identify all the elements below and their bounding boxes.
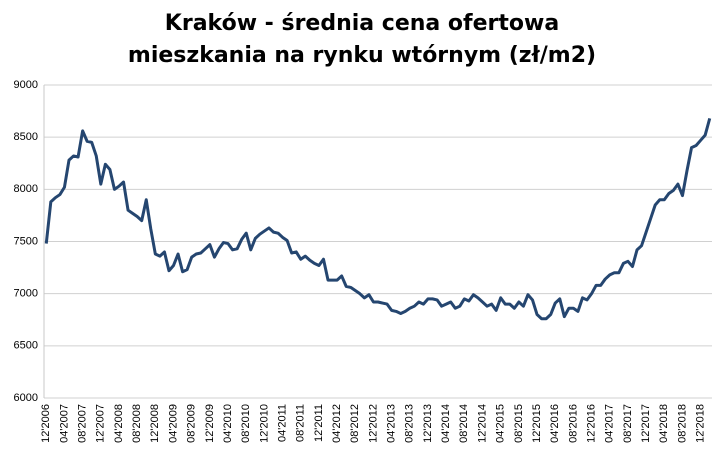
x-tick-label: 12'2016 bbox=[585, 404, 597, 443]
x-tick-label: 12'2007 bbox=[95, 404, 107, 443]
x-tick-label: 08'2014 bbox=[458, 404, 470, 443]
x-tick-label: 04'2010 bbox=[222, 404, 234, 443]
x-tick-label: 12'2010 bbox=[258, 404, 270, 443]
x-tick-label: 08'2015 bbox=[513, 404, 525, 443]
x-tick-label: 04'2012 bbox=[331, 404, 343, 443]
y-tick-label: 7500 bbox=[14, 235, 38, 247]
x-tick-label: 04'2009 bbox=[167, 404, 179, 443]
x-tick-label: 12'2015 bbox=[531, 404, 543, 443]
x-tick-label: 12'2009 bbox=[204, 404, 216, 443]
x-tick-label: 12'2013 bbox=[422, 404, 434, 443]
x-tick-label: 04'2013 bbox=[386, 404, 398, 443]
x-tick-label: 08'2012 bbox=[349, 404, 361, 443]
x-tick-label: 08'2010 bbox=[240, 404, 252, 443]
x-tick-label: 08'2016 bbox=[567, 404, 579, 443]
chart-title: Kraków - średnia cena ofertowa mieszkani… bbox=[127, 11, 597, 68]
y-tick-label: 6500 bbox=[14, 340, 38, 352]
x-tick-label: 08'2013 bbox=[404, 404, 416, 443]
x-tick-label: 04'2015 bbox=[495, 404, 507, 443]
y-tick-label: 8500 bbox=[14, 131, 38, 143]
x-tick-label: 04'2017 bbox=[604, 404, 616, 443]
x-tick-label: 12'2008 bbox=[149, 404, 161, 443]
y-tick-label: 7000 bbox=[14, 288, 38, 300]
x-tick-label: 08'2017 bbox=[622, 404, 634, 443]
y-tick-label: 9000 bbox=[14, 79, 38, 91]
x-tick-label: 08'2008 bbox=[131, 404, 143, 443]
x-tick-label: 04'2018 bbox=[658, 404, 670, 443]
x-tick-label: 12'2011 bbox=[313, 404, 325, 442]
x-tick-label: 04'2014 bbox=[440, 404, 452, 443]
x-tick-label: 04'2016 bbox=[549, 404, 561, 443]
line bbox=[44, 117, 712, 321]
x-tick-label: 12'2006 bbox=[40, 404, 52, 443]
x-tick-label: 04'2007 bbox=[58, 404, 70, 443]
x-tick-label: 12'2012 bbox=[367, 404, 379, 443]
x-tick-label: 08'2007 bbox=[77, 404, 89, 443]
x-tick-label: 08'2009 bbox=[186, 404, 198, 443]
x-tick-label: 08'2018 bbox=[676, 404, 688, 443]
x-tick-label: 12'2017 bbox=[640, 404, 652, 443]
x-tick-label: 04'2008 bbox=[113, 404, 125, 443]
y-tick-label: 6000 bbox=[14, 392, 38, 404]
x-tick-label: 12'2014 bbox=[476, 404, 488, 443]
x-tick-label: 04'2011 bbox=[276, 404, 288, 442]
x-tick-label: 12'2018 bbox=[695, 404, 707, 443]
y-tick-label: 8000 bbox=[14, 183, 38, 195]
x-tick-label: 08'2011 bbox=[295, 404, 307, 442]
